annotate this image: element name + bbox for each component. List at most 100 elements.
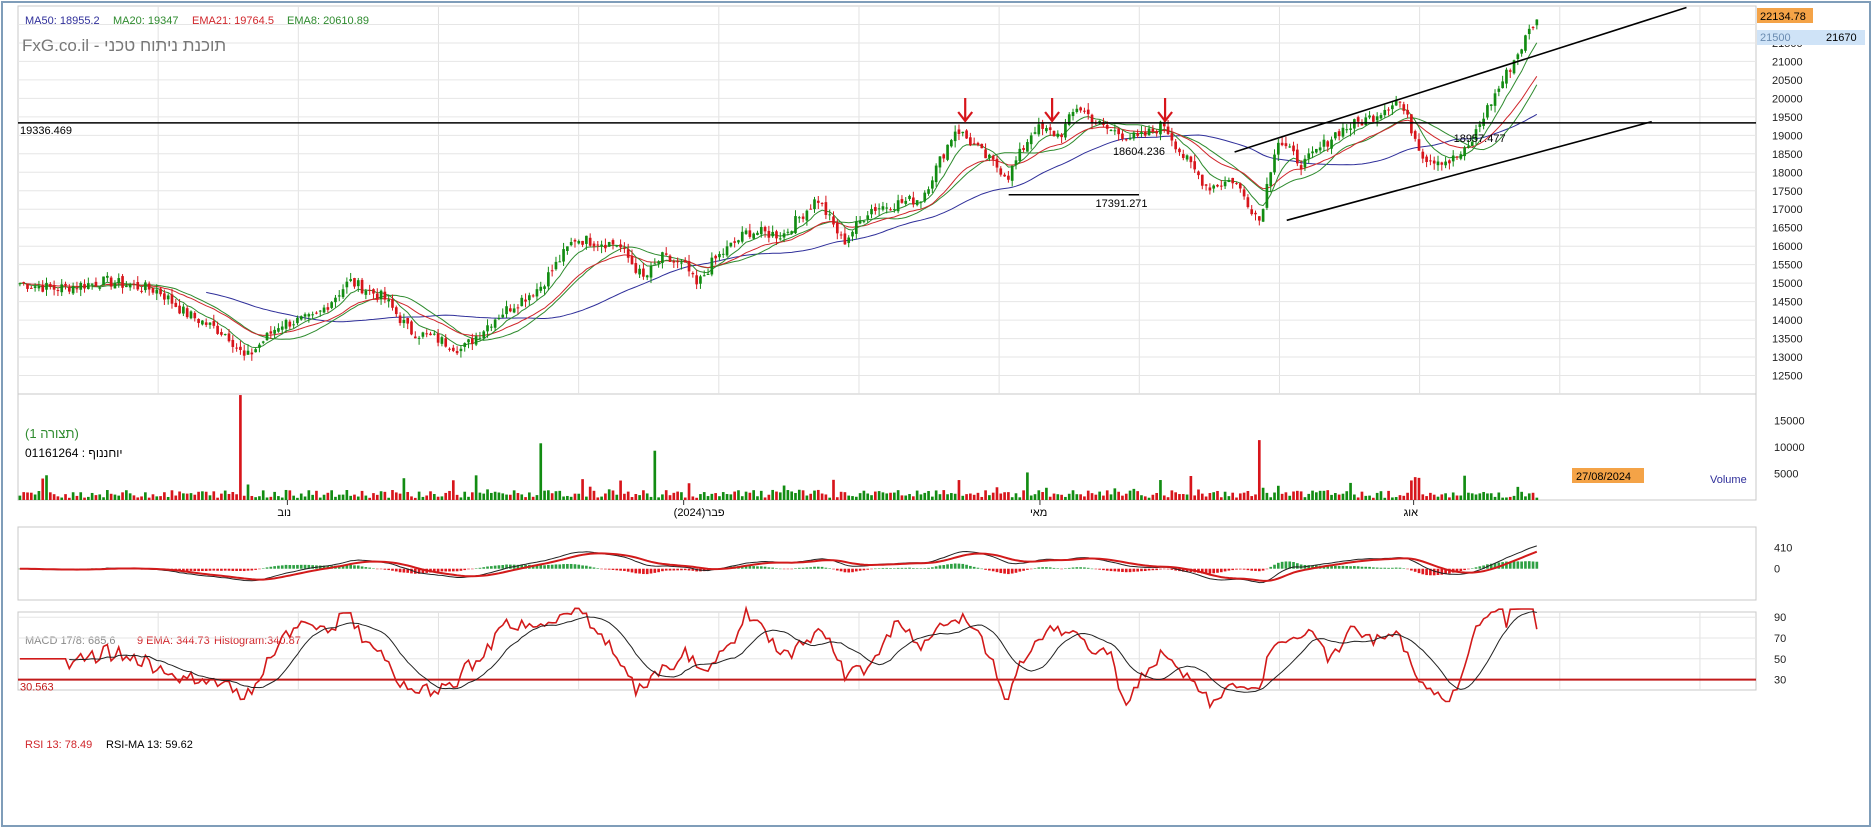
candle-body bbox=[1083, 110, 1086, 112]
macd-histogram-bar bbox=[1185, 568, 1189, 572]
rsi-line bbox=[19, 605, 1538, 710]
volume-bar bbox=[353, 494, 356, 500]
macd-histogram-bar bbox=[1098, 568, 1101, 570]
volume-bar bbox=[1489, 493, 1493, 500]
candle-body bbox=[714, 255, 717, 259]
volume-bar bbox=[1109, 494, 1113, 500]
macd-histogram-bar bbox=[767, 567, 771, 569]
candle-body bbox=[1505, 69, 1508, 84]
volume-bar bbox=[950, 493, 953, 500]
macd-histogram-bar bbox=[1223, 568, 1227, 572]
rsi-tick-label: 70 bbox=[1774, 633, 1786, 645]
macd-histogram-bar bbox=[1379, 567, 1383, 569]
volume-bar bbox=[1238, 493, 1242, 500]
volume-bar bbox=[1029, 495, 1033, 500]
macd-histogram-bar bbox=[828, 568, 832, 569]
volume-bar bbox=[1535, 497, 1539, 500]
volume-bar bbox=[1406, 492, 1409, 500]
macd-histogram-bar bbox=[1140, 568, 1143, 572]
volume-bar bbox=[980, 496, 984, 500]
macd-histogram-bar bbox=[383, 568, 387, 570]
candle-body bbox=[1489, 104, 1493, 106]
macd-histogram-bar bbox=[254, 568, 257, 570]
volume-bar bbox=[1417, 477, 1421, 500]
candle-body bbox=[737, 240, 740, 243]
macd-histogram-bar bbox=[235, 568, 238, 571]
candle-body bbox=[1071, 112, 1075, 117]
candle-body bbox=[1432, 160, 1436, 164]
candle-body bbox=[1060, 134, 1063, 138]
volume-bar bbox=[756, 496, 759, 500]
candle-body bbox=[1413, 131, 1417, 139]
macd-histogram-bar bbox=[569, 563, 573, 569]
macd-histogram-bar bbox=[1109, 568, 1113, 572]
macd-histogram-bar bbox=[1219, 568, 1223, 573]
volume-bar bbox=[615, 494, 619, 500]
volume-bar bbox=[1151, 494, 1155, 500]
volume-bar bbox=[227, 493, 231, 500]
macd-histogram-bar bbox=[1516, 561, 1520, 569]
macd-histogram-bar bbox=[455, 568, 459, 572]
rsi-tick-label: 90 bbox=[1774, 612, 1786, 624]
price-series bbox=[18, 19, 1539, 361]
candle-body bbox=[1056, 133, 1060, 137]
macd-histogram-bar bbox=[645, 568, 649, 575]
macd-histogram-bar bbox=[470, 568, 474, 570]
macd-histogram-bar bbox=[197, 568, 200, 572]
volume-bar bbox=[1014, 493, 1018, 500]
volume-bar bbox=[83, 497, 86, 500]
candle-body bbox=[893, 209, 896, 211]
price-tick-label: 19000 bbox=[1772, 130, 1803, 142]
candle-body bbox=[147, 283, 151, 290]
candle-body bbox=[604, 244, 607, 249]
candle-body bbox=[626, 249, 630, 258]
volume-bar bbox=[284, 489, 288, 500]
candle-body bbox=[767, 230, 771, 238]
candle-body bbox=[1185, 155, 1189, 160]
volume-bar bbox=[1508, 496, 1512, 500]
volume-bar bbox=[1296, 490, 1299, 500]
support-label: 17391.271 bbox=[1096, 198, 1148, 210]
macd-histogram-bar bbox=[1238, 568, 1242, 570]
candle-body bbox=[623, 248, 626, 250]
candle-body bbox=[976, 142, 980, 146]
candle-body bbox=[775, 231, 778, 239]
volume-bar bbox=[246, 484, 250, 500]
volume-bar bbox=[889, 492, 892, 500]
volume-bar bbox=[106, 490, 109, 500]
macd-histogram-bar bbox=[482, 567, 486, 569]
macd-histogram-bar bbox=[398, 568, 402, 573]
macd-histogram-bar bbox=[288, 565, 292, 569]
watermark: FxG.co.il - תוכנת ניתוח טכני bbox=[22, 36, 226, 55]
volume-bar bbox=[193, 494, 197, 500]
volume-bar bbox=[174, 495, 178, 500]
macd-histogram-bar bbox=[417, 568, 421, 574]
candle-body bbox=[999, 168, 1003, 175]
volume-bar bbox=[782, 485, 786, 500]
price-tick-label: 19500 bbox=[1772, 112, 1803, 124]
ma20-legend: MA20: 19347 bbox=[113, 15, 178, 27]
candle-body bbox=[1109, 130, 1113, 132]
macd-histogram-bar bbox=[303, 564, 307, 569]
volume-bar bbox=[432, 494, 436, 500]
candle-body bbox=[178, 305, 181, 314]
candle-body bbox=[668, 255, 672, 262]
macd-histogram-bar bbox=[1166, 568, 1170, 570]
macd-histogram-bar bbox=[995, 568, 999, 573]
volume-bar bbox=[391, 490, 394, 500]
volume-bar bbox=[1102, 495, 1105, 500]
macd-histogram-bar bbox=[592, 567, 596, 569]
volume-bar bbox=[908, 493, 911, 500]
volume-bar bbox=[448, 490, 451, 500]
macd-histogram-bar bbox=[1045, 567, 1048, 569]
macd-histogram-bar bbox=[778, 568, 782, 570]
volume-bar bbox=[288, 490, 292, 500]
macd-histogram-bar bbox=[877, 568, 881, 569]
macd-histogram-bar bbox=[277, 565, 280, 569]
candle-body bbox=[353, 278, 356, 287]
volume-bar bbox=[1276, 485, 1280, 500]
candle-body bbox=[600, 244, 603, 247]
candle-body bbox=[311, 314, 314, 316]
